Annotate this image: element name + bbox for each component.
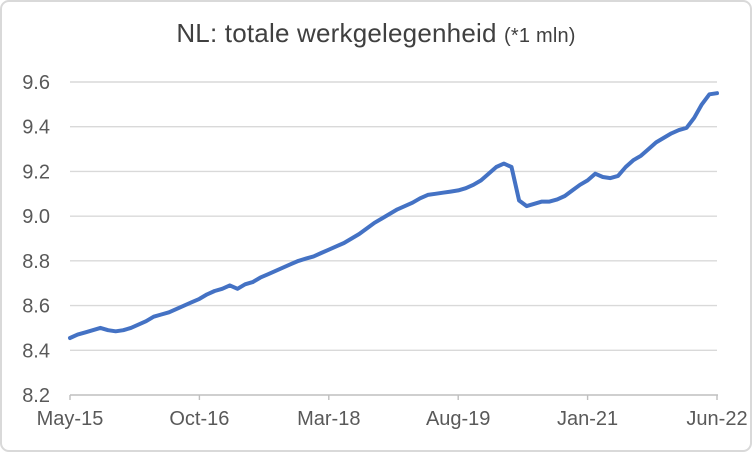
y-axis-label: 8.8 (22, 251, 50, 273)
chart-title: NL: totale werkgelegenheid (*1 mln) (2, 18, 750, 49)
y-axis-label: 9.0 (22, 206, 50, 228)
chart-title-main: NL: totale werkgelegenheid (176, 18, 505, 48)
y-axis-label: 8.6 (22, 296, 50, 318)
y-axis-label: 8.4 (22, 340, 50, 362)
x-axis-label: May-15 (37, 408, 104, 430)
x-axis-label: Oct-16 (169, 408, 229, 430)
y-axis-label: 9.6 (22, 72, 50, 94)
y-axis-label: 8.2 (22, 385, 50, 407)
x-axis-label: Aug-19 (426, 408, 491, 430)
y-axis-label: 9.2 (22, 161, 50, 183)
chart-title-unit-suffix: (*1 mln) (504, 25, 576, 47)
employment-line-series[interactable] (68, 91, 719, 340)
x-axis-label: Mar-18 (297, 408, 360, 430)
x-axis-label: Jun-22 (686, 408, 747, 430)
x-axis-label: Jan-21 (557, 408, 618, 430)
y-axis-label: 9.4 (22, 117, 50, 139)
